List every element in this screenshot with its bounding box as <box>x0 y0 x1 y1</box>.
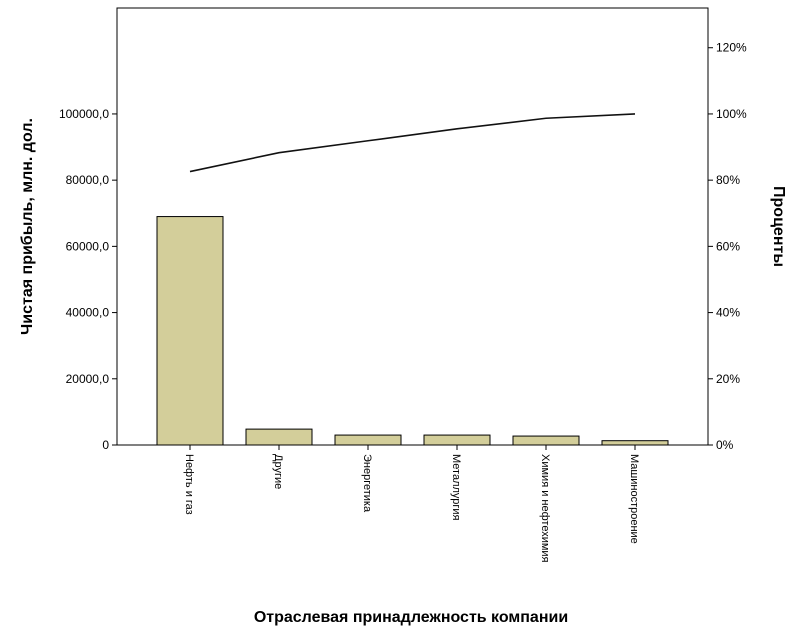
x-category-label: Другие <box>272 454 284 489</box>
y2-tick-label: 120% <box>716 41 747 55</box>
bar-1 <box>156 216 224 446</box>
y2-tick-label: 0% <box>716 438 734 452</box>
y-tick-label: 40000,0 <box>66 306 110 320</box>
bar-6 <box>601 440 669 446</box>
y-tick-label: 80000,0 <box>66 173 110 187</box>
right-axis-ticks: 0% 20% 40% 60% 80% 100% 120% <box>708 41 747 452</box>
x-axis-title: Отраслевая принадлежность компании <box>254 609 568 626</box>
y2-tick-label: 20% <box>716 372 740 386</box>
y-tick-label: 0 <box>102 438 109 452</box>
x-category-label: Энергетика <box>361 454 373 513</box>
cumulative-percent-line <box>189 113 636 173</box>
x-axis-ticks: Нефть и газ Другие Энергетика Металлургия Хи… <box>183 445 640 563</box>
bar-3 <box>334 434 402 446</box>
y-tick-label: 20000,0 <box>66 372 110 386</box>
y2-tick-label: 60% <box>716 239 740 253</box>
left-axis-ticks: 0 20000,0 40000,0 60000,0 80000,0 100000,0 <box>59 107 117 452</box>
y2-tick-label: 40% <box>716 306 740 320</box>
y-axis-title: Чистая прибыль, млн. дол. <box>19 118 36 335</box>
x-category-label: Химия и нефтехимия <box>539 454 551 563</box>
y-tick-label: 60000,0 <box>66 239 110 253</box>
x-category-label: Машиностроение <box>628 454 640 544</box>
bar-5 <box>512 435 580 446</box>
y2-axis-title: Проценты <box>770 186 787 267</box>
bars <box>156 216 669 446</box>
y-tick-label: 100000,0 <box>59 107 109 121</box>
bar-2 <box>245 428 313 446</box>
x-category-label: Металлургия <box>450 454 462 521</box>
y2-tick-label: 100% <box>716 107 747 121</box>
x-category-label: Нефть и газ <box>183 454 195 515</box>
bar-4 <box>423 434 491 446</box>
y2-tick-label: 80% <box>716 173 740 187</box>
plot-area-frame <box>116 7 709 446</box>
